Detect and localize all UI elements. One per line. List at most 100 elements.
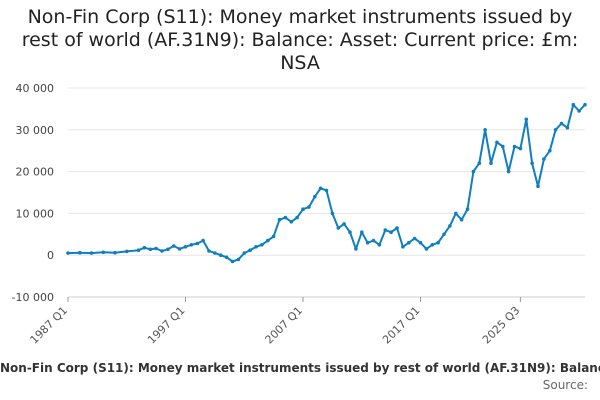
x-tick-label: 1987 Q1 [28, 304, 71, 347]
legend-series-label: Non-Fin Corp (S11): Money market instrum… [0, 361, 600, 375]
data-point [224, 255, 229, 260]
data-point [295, 215, 299, 220]
data-point [166, 247, 170, 252]
gridlines [68, 87, 585, 298]
data-point [442, 232, 446, 237]
data-point [266, 238, 270, 243]
data-point [160, 249, 164, 253]
data-point [548, 148, 552, 153]
data-point [377, 243, 382, 247]
data-point [183, 245, 188, 249]
data-point [401, 245, 405, 249]
data-point [418, 240, 423, 245]
series-layer [66, 102, 587, 264]
data-point [101, 250, 106, 255]
data-point [254, 245, 258, 249]
data-point [465, 207, 470, 211]
data-point [524, 117, 529, 122]
data-point [389, 230, 393, 234]
x-tick-label: 2007 Q1 [263, 304, 306, 347]
data-point [454, 211, 458, 216]
data-point [565, 125, 570, 130]
data-point [542, 157, 546, 161]
data-point [506, 169, 511, 174]
chart-title: Non-Fin Corp (S11): Money market instrum… [21, 6, 579, 74]
data-point [207, 249, 211, 253]
data-point [336, 226, 341, 230]
data-point [395, 226, 399, 230]
data-point [342, 222, 346, 226]
data-point [142, 245, 147, 250]
data-point [365, 240, 370, 245]
data-point [307, 205, 311, 209]
data-point [248, 248, 252, 252]
data-point [301, 207, 305, 211]
data-point [271, 234, 276, 239]
data-point [430, 243, 435, 247]
data-point [318, 186, 323, 191]
data-point [313, 194, 317, 199]
data-point [213, 251, 217, 255]
data-point [189, 243, 194, 247]
y-tick-label: -10 000 [12, 291, 54, 304]
data-point [78, 250, 82, 255]
data-point [559, 121, 564, 126]
data-point [571, 102, 576, 107]
data-point [448, 224, 452, 228]
data-point [483, 128, 487, 132]
data-point [324, 188, 329, 193]
data-point [518, 146, 523, 151]
data-point [148, 247, 153, 252]
data-point [436, 240, 440, 245]
data-point [407, 240, 411, 245]
data-point [471, 169, 476, 174]
data-point [383, 228, 388, 232]
data-point [89, 251, 94, 255]
data-point [195, 241, 200, 246]
data-point [66, 251, 70, 255]
data-point [459, 217, 464, 222]
data-point [477, 161, 482, 165]
y-tick-label: 0 [47, 249, 54, 262]
data-point [277, 217, 282, 222]
data-point [354, 247, 358, 251]
data-point [113, 250, 117, 255]
data-point [583, 102, 587, 107]
data-point [348, 230, 352, 234]
y-tick-label: 20 000 [16, 166, 55, 179]
y-tick-label: 40 000 [16, 82, 55, 95]
data-point [495, 140, 499, 145]
series-line [67, 103, 586, 263]
data-point [172, 244, 176, 248]
data-point [536, 184, 540, 188]
y-tick-label: 30 000 [16, 124, 55, 137]
data-point [177, 247, 182, 251]
source-label: Source: [542, 378, 588, 392]
data-point [283, 215, 288, 220]
data-point [236, 257, 241, 262]
data-point [242, 251, 247, 255]
x-tick-label: 1997 Q1 [145, 304, 188, 347]
data-point [489, 161, 493, 165]
data-point [512, 144, 517, 149]
x-axis-ticks: 1987 Q1 1997 Q1 2007 Q1 2017 Q1 2025 Q3 [28, 297, 523, 347]
data-point [371, 238, 376, 243]
data-point [125, 249, 129, 254]
data-point [360, 230, 364, 234]
data-point [260, 243, 264, 247]
data-point [154, 246, 158, 251]
data-point [201, 238, 205, 243]
data-point [424, 247, 429, 251]
x-tick-label: 2025 Q3 [480, 304, 523, 347]
data-point [136, 248, 141, 252]
y-axis-ticks: -10 000 0 10 000 20 000 30 000 40 000 [12, 82, 54, 304]
data-point [577, 109, 581, 113]
data-point [530, 161, 534, 165]
data-point [501, 144, 505, 149]
data-point [553, 128, 558, 132]
data-point [219, 253, 223, 257]
data-point [289, 220, 294, 224]
data-point [330, 211, 335, 216]
x-tick-label: 2017 Q1 [380, 304, 423, 347]
